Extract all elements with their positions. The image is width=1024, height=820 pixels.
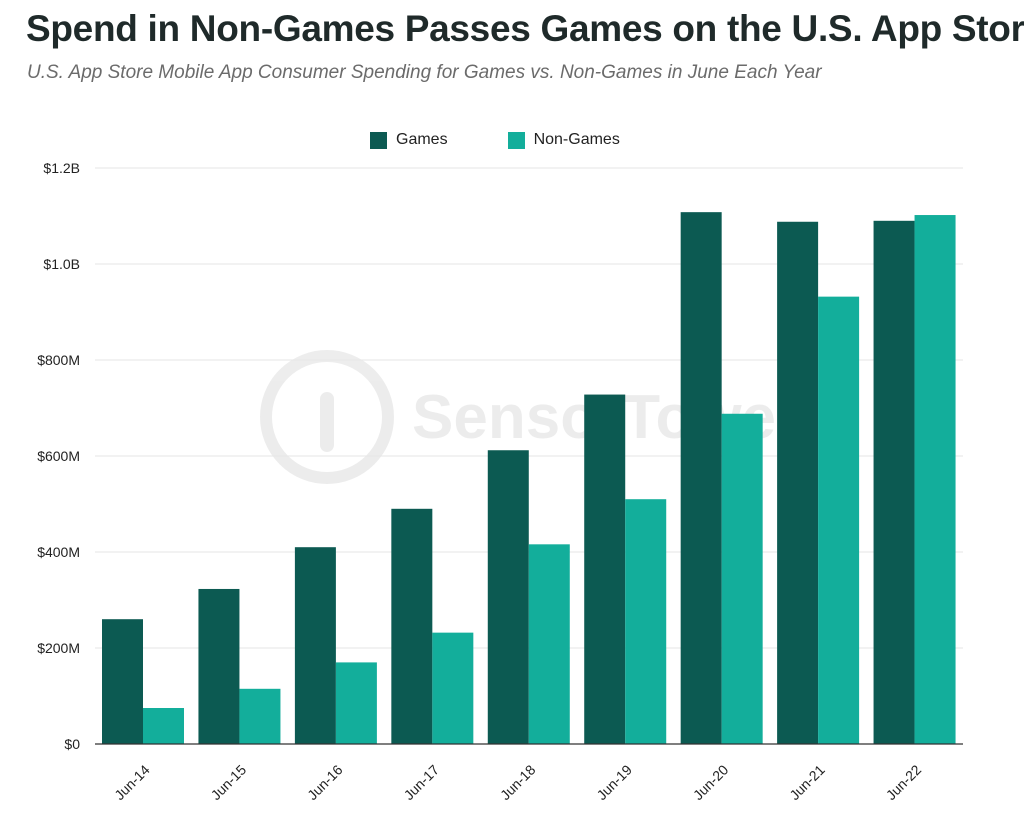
y-tick-label: $400M — [37, 544, 80, 560]
x-tick-label: Jun-18 — [497, 761, 539, 803]
bar-non-games-jun-18 — [528, 544, 570, 744]
x-tick-label: Jun-19 — [593, 761, 635, 803]
x-tick-label: Jun-22 — [883, 761, 925, 803]
chart-title: Spend in Non-Games Passes Games on the U… — [26, 8, 1024, 49]
bar-non-games-jun-15 — [239, 688, 281, 744]
bar-games-jun-15 — [198, 588, 240, 744]
bar-games-jun-14 — [102, 619, 143, 744]
x-tick-label: Jun-17 — [401, 761, 443, 803]
x-tick-label: Jun-21 — [786, 761, 828, 803]
legend-item-games: Games — [370, 131, 448, 149]
bar-non-games-jun-20 — [721, 413, 763, 744]
y-tick-label: $200M — [37, 640, 80, 656]
legend-label-games: Games — [396, 131, 448, 148]
legend-label-non-games: Non-Games — [533, 131, 620, 148]
x-tick-label: Jun-14 — [111, 761, 153, 803]
bar-games-jun-19 — [584, 394, 626, 744]
y-tick-label: $0 — [64, 736, 80, 752]
bar-games-jun-18 — [487, 450, 529, 744]
bar-games-jun-21 — [777, 221, 819, 744]
x-tick-label: Jun-15 — [208, 761, 250, 803]
bar-games-jun-17 — [391, 508, 433, 744]
bar-non-games-jun-14 — [143, 708, 184, 744]
legend-swatch-non-games — [507, 131, 525, 149]
bar-non-games-jun-22 — [914, 215, 956, 745]
y-tick-label: $800M — [37, 352, 80, 368]
chart-subtitle: U.S. App Store Mobile App Consumer Spend… — [27, 62, 822, 83]
y-tick-label: $600M — [37, 448, 80, 464]
y-tick-label: $1.0B — [43, 256, 80, 272]
legend-swatch-games — [370, 131, 387, 149]
legend: Games Non-Games — [370, 131, 680, 149]
x-tick-label: Jun-16 — [304, 761, 346, 803]
x-tick-label: Jun-20 — [690, 761, 732, 803]
y-tick-label: $1.2B — [43, 160, 80, 176]
bar-non-games-jun-21 — [818, 296, 860, 744]
bar-games-jun-22 — [873, 220, 915, 745]
bar-games-jun-20 — [680, 212, 722, 744]
bar-non-games-jun-17 — [432, 632, 474, 744]
bar-games-jun-16 — [294, 547, 336, 744]
bar-non-games-jun-16 — [335, 662, 377, 744]
legend-item-non-games: Non-Games — [507, 131, 620, 149]
bar-non-games-jun-19 — [625, 499, 667, 744]
